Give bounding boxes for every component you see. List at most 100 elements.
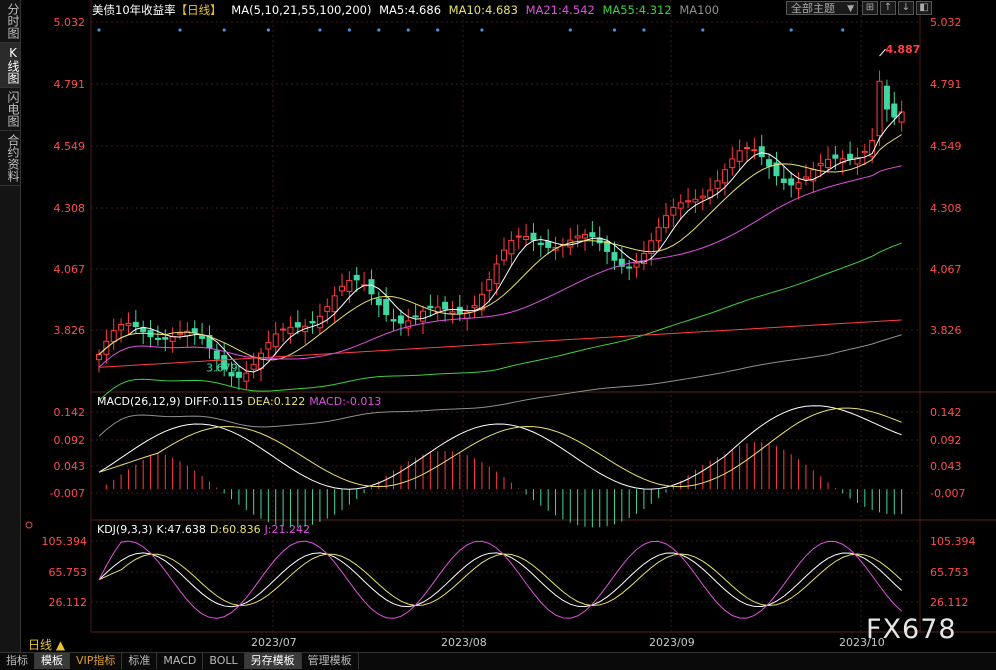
- candle-body: [258, 352, 264, 369]
- candle-body: [397, 315, 404, 324]
- macd-tick-left: 0.142: [54, 406, 86, 419]
- candle: [154, 325, 161, 346]
- price-tick-left: 4.791: [54, 78, 86, 91]
- kline-chart[interactable]: 4.887 3.679 5.032 5.032 4.791 4.791 4.549 4.54…: [21, 0, 996, 652]
- candle-body: [721, 169, 728, 184]
- tab-vip-indicators[interactable]: VIP指标: [70, 653, 123, 669]
- candle: [353, 266, 360, 292]
- candle-body: [677, 202, 684, 209]
- ma21-value: MA21:4.542: [525, 3, 595, 17]
- theme-dropdown[interactable]: 全部主题 ▼: [786, 1, 858, 15]
- event-marker: [642, 28, 646, 32]
- candle: [420, 305, 426, 334]
- event-marker: [436, 28, 440, 32]
- event-marker: [789, 28, 793, 32]
- candle: [729, 146, 736, 176]
- tab-boll[interactable]: BOLL: [203, 653, 245, 669]
- candle-body: [626, 266, 633, 269]
- candle-body: [324, 306, 331, 312]
- candle: [758, 134, 765, 166]
- macd-tick-left: 0.043: [54, 460, 86, 473]
- price-tick-right: 4.308: [930, 202, 962, 215]
- candle-body: [802, 176, 809, 180]
- ma21-line: [98, 165, 902, 368]
- candle: [537, 235, 544, 257]
- candle-body: [250, 363, 257, 370]
- ma10-line: [98, 134, 902, 361]
- tab-standard[interactable]: 标准: [122, 653, 158, 669]
- candle: [589, 221, 596, 246]
- side-tab-flash[interactable]: 闪电图: [0, 88, 20, 131]
- candle: [861, 143, 868, 166]
- tab-templates[interactable]: 模板: [35, 653, 70, 669]
- candle: [508, 231, 515, 266]
- candle-body: [353, 274, 360, 281]
- candle-body: [876, 80, 883, 137]
- candle: [243, 361, 250, 390]
- candle-body: [442, 301, 449, 310]
- candle-body: [339, 285, 345, 292]
- candle-body: [825, 158, 831, 169]
- candle: [751, 137, 758, 160]
- candle-body: [795, 182, 802, 190]
- candle: [515, 227, 522, 249]
- time-tick: 2023/07: [251, 636, 297, 649]
- candle: [449, 300, 456, 324]
- tab-macd[interactable]: MACD: [157, 653, 204, 669]
- candle-body: [780, 178, 787, 183]
- candle-body: [412, 315, 419, 318]
- candle-body: [574, 235, 581, 239]
- period-tag: 【日线】: [175, 3, 222, 17]
- candle-body: [96, 354, 102, 361]
- event-marker: [841, 28, 845, 32]
- arrow-up-icon[interactable]: ↑: [880, 1, 896, 15]
- price-panel: 4.887 3.679: [96, 28, 921, 437]
- macd-tick-left: -0.007: [50, 487, 85, 500]
- period-selector[interactable]: 日线 ▲: [28, 638, 66, 652]
- candle-body: [898, 111, 905, 123]
- side-tab-contract-info[interactable]: 合约资料: [0, 131, 20, 186]
- high-price-label: 4.887: [886, 43, 921, 56]
- candle: [294, 310, 301, 335]
- event-marker: [347, 28, 351, 32]
- arrow-down-icon[interactable]: ↓: [898, 1, 914, 15]
- candle: [825, 146, 831, 174]
- event-marker: [266, 28, 270, 32]
- candle: [331, 286, 338, 324]
- candle: [707, 177, 714, 205]
- candle: [228, 361, 235, 387]
- candle-body: [118, 323, 125, 331]
- candle: [169, 327, 176, 353]
- candle: [412, 304, 419, 326]
- grid-icon[interactable]: ⊞: [862, 1, 878, 15]
- tab-indicators[interactable]: 指标: [0, 653, 35, 669]
- candle-body: [883, 85, 890, 110]
- candle-body: [670, 206, 677, 216]
- kdj-settings-icon: [25, 521, 33, 529]
- candle-body: [744, 146, 750, 149]
- candle-body: [420, 310, 426, 322]
- candle-body: [589, 232, 596, 238]
- side-tab-timeshare[interactable]: 分时图: [0, 0, 20, 43]
- tab-save-template[interactable]: 另存模板: [244, 653, 302, 669]
- candle: [478, 281, 485, 317]
- candle-body: [486, 279, 493, 291]
- event-marker: [701, 28, 705, 32]
- candle: [258, 348, 264, 382]
- candle-body: [316, 315, 323, 329]
- price-tick-left: 3.826: [54, 324, 86, 337]
- price-tick-left: 4.549: [54, 140, 86, 153]
- candle: [118, 318, 125, 343]
- candle-body: [471, 305, 478, 309]
- layout-icon[interactable]: ◧: [916, 1, 932, 15]
- candle: [567, 227, 574, 256]
- event-marker: [97, 28, 101, 32]
- candle-body: [530, 232, 537, 241]
- chevron-down-icon: ▼: [847, 4, 854, 14]
- tab-manage-templates[interactable]: 管理模板: [302, 653, 359, 669]
- candle-body: [604, 240, 611, 252]
- side-tab-kline[interactable]: K线图: [0, 43, 20, 88]
- ma5-line: [98, 111, 903, 373]
- macd-tick-right: 0.092: [930, 434, 962, 447]
- candle-body: [810, 169, 817, 182]
